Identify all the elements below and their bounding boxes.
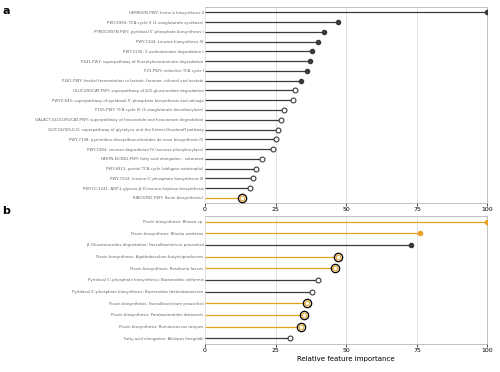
Text: a: a	[2, 6, 10, 16]
X-axis label: Relative feature importance: Relative feature importance	[298, 356, 395, 362]
Text: b: b	[2, 206, 10, 217]
